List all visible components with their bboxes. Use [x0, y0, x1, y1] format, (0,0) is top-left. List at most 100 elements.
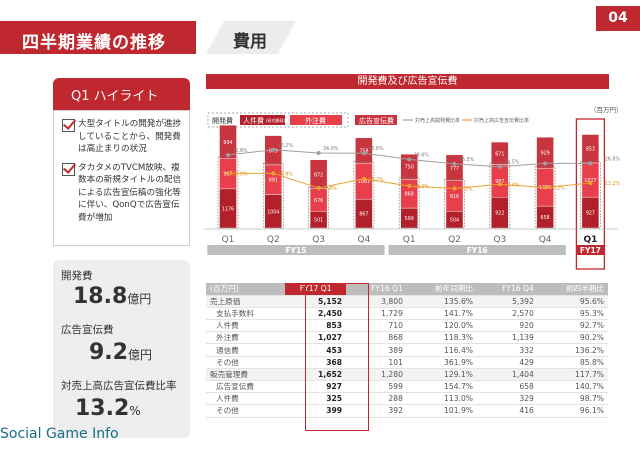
- legend-label-ad: 広告宣伝費: [359, 116, 394, 125]
- table-cell: 1,280: [346, 368, 407, 382]
- bar-ad-label: 750: [405, 165, 414, 171]
- table-cell: 1,139: [477, 331, 538, 345]
- fy17-highlight-frame: [575, 118, 606, 270]
- table-cell: 1,652: [285, 368, 347, 382]
- table-cell: 135.6%: [406, 295, 478, 308]
- bar-ad-label: 777: [450, 166, 459, 172]
- table-row: 支払手数料 2,450 1,729 141.7% 2,570 95.3%: [206, 307, 608, 321]
- table-cell: 1,027: [285, 331, 347, 345]
- table-cell: 90.2%: [537, 331, 608, 345]
- ad-ratio-label: 16.2%: [368, 177, 384, 183]
- bar-outsourcing-label: 1081: [358, 179, 370, 185]
- ad-ratio-label: 対売上高広告宣伝費比率: [61, 380, 177, 392]
- dev-ratio-label: 29.6%: [414, 152, 430, 158]
- dev-cost-frame: [262, 163, 284, 229]
- table-cell: 325: [285, 392, 347, 406]
- bar-ad: [355, 137, 373, 164]
- year-group-bar: [207, 245, 385, 255]
- table-row-label: その他: [206, 404, 286, 418]
- table-cell: 5,392: [477, 295, 538, 308]
- ad-cost-value: 9.2億円: [89, 340, 152, 365]
- table-cell: 332: [477, 343, 538, 357]
- table-cell: 658: [477, 380, 538, 394]
- ad-ratio-point: [588, 181, 593, 186]
- bar-outsourcing-label: 868: [405, 192, 414, 198]
- table-row: その他 368 101 361.9% 429 85.8%: [206, 356, 608, 369]
- dev-cost-number: 18.8: [73, 284, 128, 309]
- table-cell: 141.7%: [406, 307, 478, 321]
- table-row: 人件費 325 288 113.0% 329 98.7%: [206, 392, 608, 406]
- table-cell: 101: [346, 356, 407, 369]
- ad-ratio-label: 9.5%: [460, 186, 473, 192]
- ad-ratio-point: [452, 186, 457, 191]
- dev-ratio-label: 34.0%: [323, 146, 339, 152]
- table-cell: 453: [285, 343, 347, 357]
- table-cell: 118.3%: [406, 331, 478, 345]
- table-row-label: 販売管理費: [206, 368, 286, 382]
- dev-ratio-point: [271, 147, 276, 152]
- dev-cost-frame: [398, 177, 420, 229]
- table-cell: 120.0%: [406, 319, 478, 333]
- dev-ratio-point: [226, 152, 230, 157]
- dev-ratio-point: [543, 161, 548, 166]
- ad-ratio-point: [407, 184, 412, 189]
- dev-ratio-point: [497, 164, 502, 169]
- table-row: 売上原価 5,152 3,800 135.6% 5,392 95.6%: [206, 295, 608, 308]
- x-tick-label: Q2: [267, 235, 280, 245]
- chart-unit-label: （百万円）: [590, 106, 623, 114]
- legend-swatch-outsourcing: [290, 115, 342, 125]
- bar-labor-label: 867: [359, 212, 368, 218]
- dev-ratio-point: [407, 157, 412, 162]
- table-cell: 368: [285, 356, 347, 369]
- table-cell: 361.9%: [406, 356, 478, 369]
- page-header: 四半期業績の推移 費用: [0, 21, 300, 54]
- dev-cost-frame: [353, 161, 375, 229]
- table-row: 販売管理費 1,652 1,280 129.1% 1,404 117.7%: [206, 368, 608, 382]
- table-cell: 329: [477, 392, 538, 406]
- table-row: 広告宣伝費 927 599 154.7% 658 140.7%: [206, 380, 608, 394]
- ad-ratio-point: [271, 171, 276, 176]
- bar-outsourcing-label: 987: [495, 179, 504, 185]
- bar-labor-label: 501: [314, 218, 323, 224]
- bar-outsourcing-label: 1027: [584, 178, 596, 184]
- table-cell: 710: [346, 319, 407, 333]
- table-cell: 1,729: [346, 307, 407, 321]
- legend-swatch-ad: [355, 115, 397, 125]
- ad-cost-label: 広告宣伝費: [61, 324, 114, 336]
- dev-ratio-point: [361, 151, 366, 156]
- bar-labor-label: 599: [405, 216, 414, 222]
- bar-outsourcing-label: 916: [450, 194, 459, 200]
- x-tick-label: Q3: [493, 235, 506, 245]
- table-row-label: 売上原価: [206, 295, 286, 308]
- ad-ratio-label: 19.9%: [278, 171, 294, 177]
- cost-table: (百万円) FY17 Q1 FY16 Q1 前年同期比 FY16 Q4 前四半期比 売上原…: [206, 283, 608, 418]
- table-cell: 117.7%: [537, 368, 608, 382]
- legend-label-dev-ratio: 対売上高開発費比率: [415, 117, 460, 124]
- legend-label-outsourcing: 外注費: [305, 116, 326, 125]
- table-row-label: 外注費: [206, 331, 286, 345]
- dev-ratio-label: 33.8%: [368, 146, 384, 152]
- table-cell: 2,570: [477, 307, 538, 321]
- header-bar: [0, 21, 196, 54]
- ad-ratio-label: 10.2%: [549, 185, 565, 191]
- ad-ratio-point: [226, 171, 230, 176]
- legend-dev-label: 開発費: [212, 116, 233, 125]
- table-row: 外注費 1,027 868 118.3% 1,139 90.2%: [206, 331, 608, 345]
- table-row-label: 支払手数料: [206, 307, 286, 321]
- table-cell: 98.7%: [537, 392, 608, 406]
- table-cell: 129.1%: [406, 368, 478, 382]
- table-header-cell: FY17 Q1: [285, 283, 347, 296]
- highlight-text: 大型タイトルの開発が進捗していることから、開発費は高止まりの状況: [78, 119, 182, 154]
- table-header-row: (百万円) FY17 Q1 FY16 Q1 前年同期比 FY16 Q4 前四半期比: [206, 283, 608, 296]
- table-cell: 113.0%: [406, 392, 478, 406]
- dev-cost-frame: [489, 162, 511, 229]
- table-cell: 116.4%: [406, 343, 478, 357]
- checkbox-icon: [62, 162, 75, 176]
- ad-ratio-label: 11.2%: [414, 184, 430, 190]
- cost-chart: （百万円） 開発費 人件費 (研究開発) 外注費 広告宣伝費 対売上高開発費比率 対売上高広告…: [204, 106, 623, 270]
- fy17-q1-highlight-frame: [305, 283, 369, 431]
- bar-labor-label: 1176: [222, 206, 234, 212]
- table-cell: 101.9%: [406, 404, 478, 418]
- dev-ratio-point: [452, 161, 457, 166]
- table-row: その他 399 392 101.9% 416 96.1%: [206, 404, 608, 418]
